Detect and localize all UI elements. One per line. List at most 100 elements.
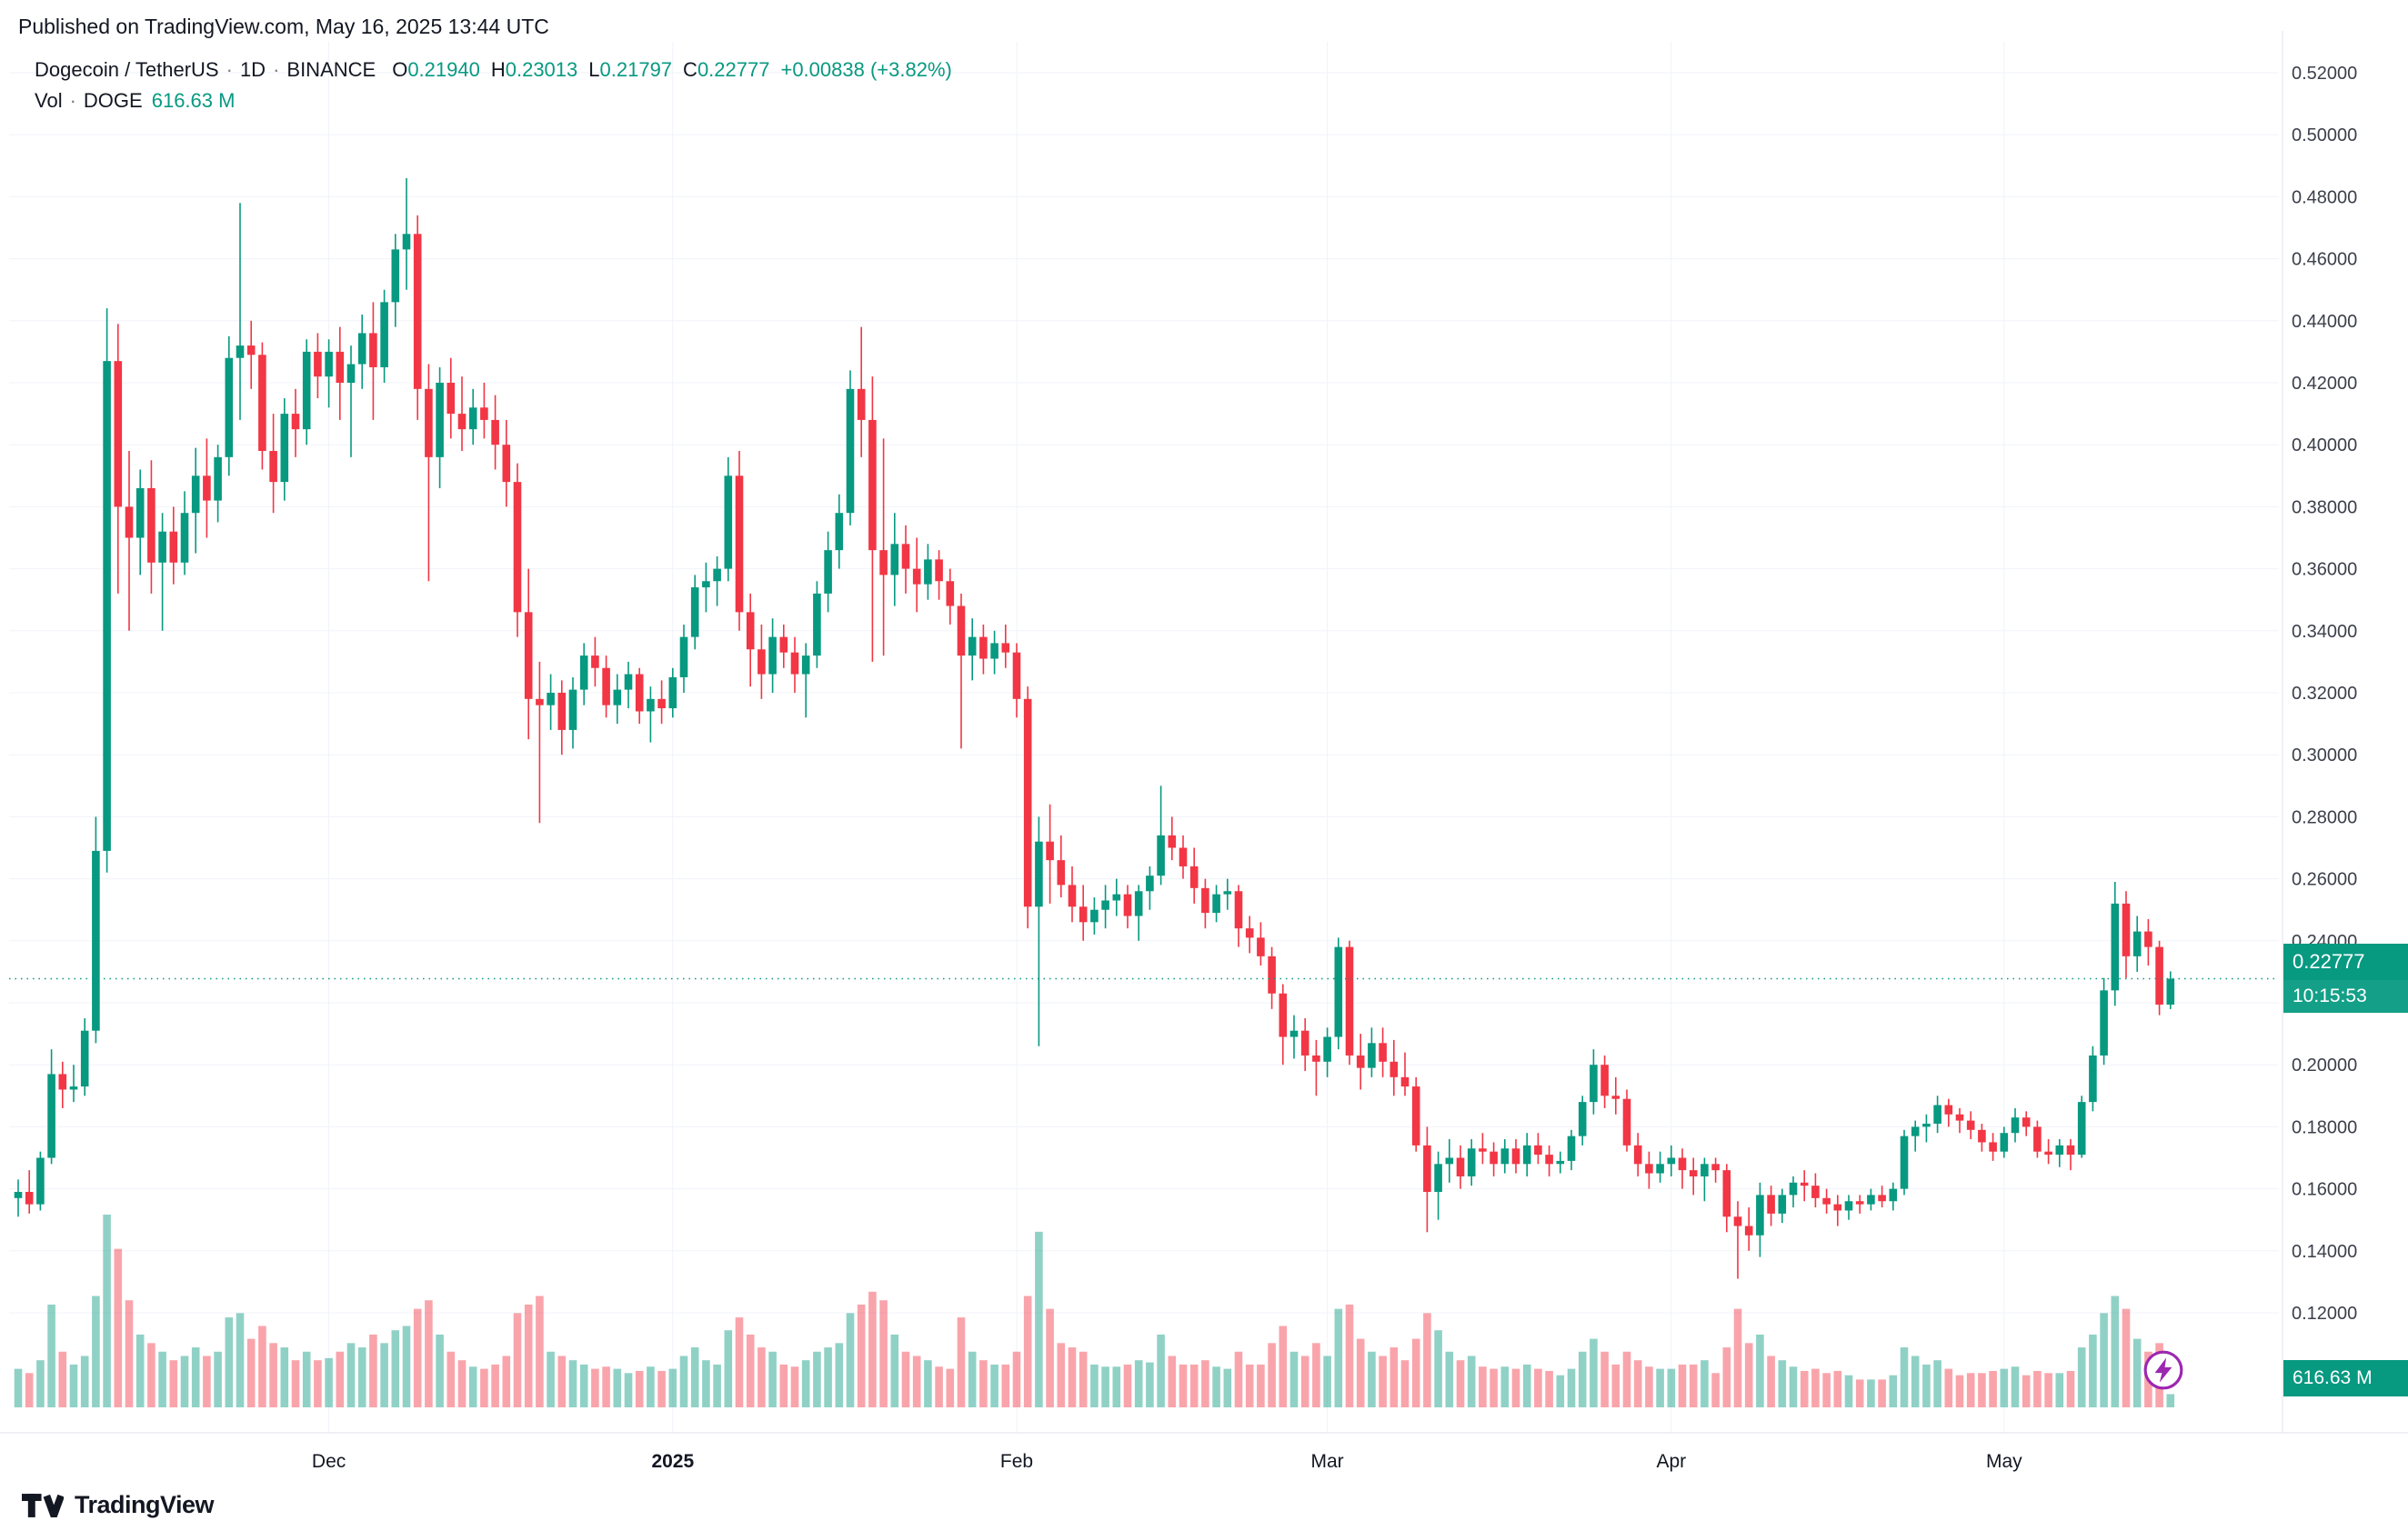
candle-body (1234, 891, 1243, 929)
volume-bar (536, 1296, 544, 1407)
candle-body (1368, 1043, 1376, 1068)
volume-bar (2011, 1366, 2020, 1407)
volume-bar (1933, 1360, 1941, 1407)
volume-bar (957, 1317, 966, 1407)
candle-body (1622, 1098, 1631, 1146)
volume-bar (336, 1351, 345, 1407)
candle-body (1400, 1076, 1410, 1087)
volume-bar (1800, 1370, 1809, 1407)
volume-bar (1944, 1368, 1953, 1407)
candle-body (1767, 1195, 1775, 1214)
candle-body (1633, 1145, 1642, 1165)
price-axis-label: 0.14000 (2292, 1242, 2357, 1262)
flash-boost-button[interactable] (2142, 1349, 2184, 1391)
volume-bar (1079, 1351, 1088, 1407)
volume-bar (1456, 1360, 1465, 1407)
volume-bar (2100, 1313, 2108, 1407)
volume-bar (1345, 1304, 1354, 1407)
interval-label: 1D (239, 58, 266, 81)
candle-body (25, 1192, 34, 1205)
candle-body (1323, 1036, 1331, 1062)
volume-bar (36, 1360, 45, 1407)
volume-bar (846, 1313, 855, 1407)
candle-body (957, 605, 966, 656)
volume-bar (1001, 1364, 1010, 1407)
tradingview-logo[interactable] (22, 1493, 64, 1517)
volume-bar (1189, 1364, 1199, 1407)
volume-bar (968, 1351, 977, 1407)
candle-body (2033, 1126, 2042, 1152)
price-axis-label: 0.18000 (2292, 1117, 2357, 1137)
candle-body (457, 414, 467, 430)
volume-bar (1556, 1375, 1565, 1407)
volume-bar (890, 1334, 899, 1407)
volume-bar (1411, 1338, 1420, 1407)
candle-body (1511, 1148, 1520, 1165)
candle-body (302, 351, 311, 430)
candle-body (336, 351, 345, 383)
volume-bar (1833, 1370, 1842, 1407)
candle-body (1944, 1105, 1953, 1115)
candle-body (1955, 1114, 1964, 1121)
volume-bar (801, 1360, 810, 1407)
candle-body (968, 636, 977, 656)
candle-body (1578, 1102, 1587, 1136)
volume-bar (1756, 1334, 1764, 1407)
volume-bar (879, 1300, 888, 1407)
candle-body (1789, 1182, 1798, 1196)
volume-bar (413, 1308, 422, 1407)
volume-bar (1423, 1313, 1431, 1407)
candle-body (1379, 1043, 1387, 1062)
candle-body (846, 388, 855, 514)
volume-bar (1223, 1368, 1232, 1407)
candle-body (746, 612, 755, 650)
volume-bar (169, 1360, 178, 1407)
volume-bar (935, 1366, 943, 1407)
volume-bar (1978, 1373, 1986, 1407)
volume-bar (1656, 1368, 1664, 1407)
volume-bar (1900, 1347, 1909, 1407)
candle-body (758, 649, 766, 675)
volume-bar (1567, 1368, 1576, 1407)
candle-body (679, 636, 688, 677)
candle-body (1090, 909, 1099, 923)
volume-bar (1134, 1360, 1143, 1407)
volume-bar (1633, 1360, 1642, 1407)
candle-body (14, 1192, 23, 1198)
volume-bar (657, 1370, 666, 1407)
candle-body (1645, 1164, 1653, 1174)
footer: TradingView (22, 1491, 215, 1519)
candle-body (1434, 1164, 1442, 1193)
volume-bar (369, 1334, 377, 1407)
symbol-title[interactable]: Dogecoin / TetherUS (35, 58, 219, 81)
candle-body (169, 531, 178, 563)
volume-bar (1289, 1351, 1299, 1407)
candle-body (613, 689, 622, 705)
candle-body (1656, 1164, 1664, 1174)
volume-bar (2055, 1373, 2064, 1407)
price-axis-label: 0.36000 (2292, 560, 2357, 580)
candle-body (446, 383, 456, 415)
change-value: +0.00838 (+3.82%) (780, 58, 952, 81)
candle-body (1279, 993, 1288, 1037)
volume-bar (1057, 1343, 1066, 1407)
time-axis-label: Feb (1000, 1451, 1033, 1472)
volume-bar (1867, 1379, 1875, 1407)
candle-body (1168, 835, 1177, 848)
candle-body (668, 676, 677, 709)
volume-bar (602, 1366, 610, 1407)
volume-bar (1279, 1326, 1288, 1407)
volume-bar (1201, 1360, 1209, 1407)
candle-body (346, 364, 356, 383)
volume-bar (1911, 1356, 1920, 1407)
volume-bar (990, 1364, 998, 1407)
time-axis-label: Apr (1656, 1451, 1686, 1472)
candlestick-series (14, 177, 2175, 1279)
volume-bar (591, 1368, 599, 1407)
volume-bar (225, 1317, 234, 1407)
price-axis-label: 0.52000 (2292, 64, 2357, 84)
chart-legend: Dogecoin / TetherUS · 1D · BINANCE O0.21940 H0… (35, 55, 952, 116)
tradingview-brand-text[interactable]: TradingView (75, 1491, 215, 1518)
candle-body (413, 234, 422, 389)
